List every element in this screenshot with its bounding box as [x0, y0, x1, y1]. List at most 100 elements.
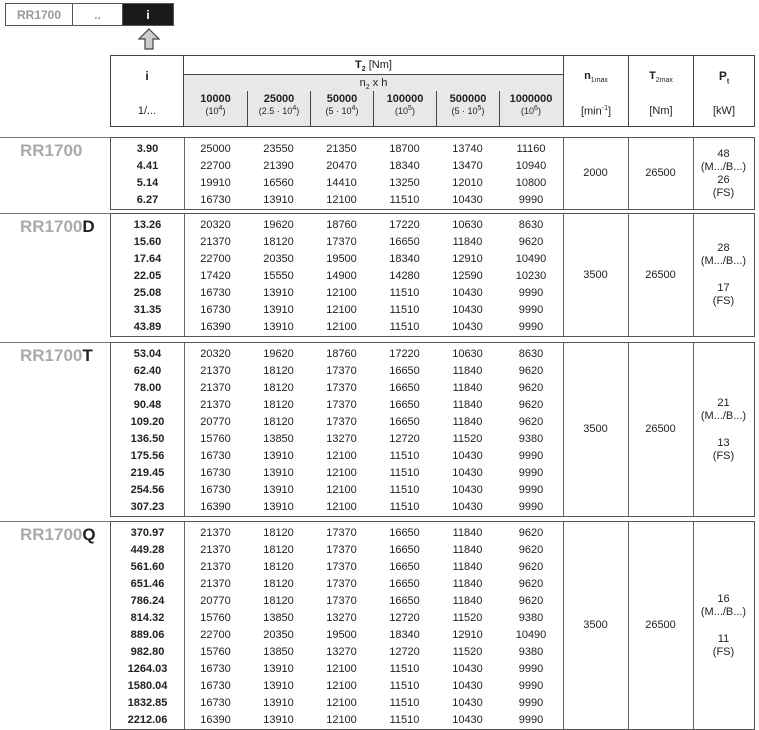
t2max-value: 26500	[645, 619, 676, 631]
torque-cell: 21370	[200, 577, 231, 590]
torque-cell: 17420	[200, 269, 231, 282]
torque-cell: 9990	[518, 500, 544, 513]
torque-cell: 21390	[263, 159, 294, 172]
t2max-value: 26500	[645, 423, 676, 435]
torque-cell: 9990	[518, 320, 544, 333]
section-label: RR1700T	[20, 346, 93, 365]
ratio-cell: 15.60	[133, 235, 162, 248]
column-divider	[184, 522, 185, 729]
torque-cell: 10430	[452, 662, 483, 675]
torque-cell: 11840	[452, 543, 483, 556]
torque-cell: 9990	[518, 286, 544, 299]
torque-cell: 13910	[263, 466, 294, 479]
table-row: 651.46 21370 18120 17370 16650 11840 9620	[111, 575, 563, 592]
pt-line: (FS)	[712, 645, 735, 658]
column-divider	[563, 138, 564, 209]
ratio-cell: 219.45	[130, 466, 165, 479]
torque-cell: 18120	[263, 381, 294, 394]
header-col-1000000: 1000000 (106)	[499, 91, 562, 127]
torque-cell: 9990	[518, 483, 544, 496]
ratio-cell: 31.35	[133, 303, 162, 316]
table-row: 2212.06 16390 13910 12100 11510 10430 9990	[111, 711, 563, 728]
column-divider	[628, 343, 629, 516]
ratio-cell: 17.64	[133, 252, 162, 265]
torque-cell: 12910	[452, 628, 483, 641]
pt-line: (M.../B...)	[700, 409, 747, 422]
column-divider	[184, 343, 185, 516]
torque-cell: 18700	[389, 142, 420, 155]
nav-item-ellipsis[interactable]: ..	[73, 4, 123, 25]
torque-cell: 14280	[389, 269, 420, 282]
torque-cell: 17220	[389, 218, 420, 231]
torque-cell: 13740	[452, 142, 483, 155]
table-row: 5.14 19910 16560 14410 13250 12010 10800	[111, 174, 563, 191]
table-row: 62.40 21370 18120 17370 16650 11840 9620	[111, 362, 563, 379]
torque-cell: 11510	[389, 713, 420, 726]
ratio-cell: 6.27	[136, 193, 159, 206]
header-col-500000: 500000 (5 · 105)	[436, 91, 499, 127]
torque-cell: 18760	[326, 347, 357, 360]
torque-cell: 18120	[263, 526, 294, 539]
torque-cell: 9990	[518, 713, 544, 726]
torque-cell: 12590	[452, 269, 483, 282]
torque-cell: 13850	[263, 432, 294, 445]
column-divider	[693, 214, 694, 336]
header-n1max: n1max [min-1]	[563, 56, 628, 126]
nav-item-rr1700[interactable]: RR1700	[6, 4, 73, 25]
table-row: 3.90 25000 23550 21350 18700 13740 11160	[111, 140, 563, 157]
ratio-cell: 53.04	[133, 347, 162, 360]
torque-cell: 20320	[200, 218, 231, 231]
torque-cell: 13910	[263, 483, 294, 496]
torque-cell: 16650	[389, 364, 420, 377]
table-row: 53.04 20320 19620 18760 17220 10630 8630	[111, 345, 563, 362]
torque-cell: 23550	[263, 142, 294, 155]
torque-cell: 10430	[452, 286, 483, 299]
torque-cell: 11520	[452, 611, 483, 624]
section-divider	[0, 342, 110, 343]
up-arrow-icon	[138, 28, 160, 50]
torque-cell: 10430	[452, 466, 483, 479]
header-col-value: 1000000	[509, 93, 553, 105]
torque-cell: 15550	[263, 269, 294, 282]
table-row: 982.80 15760 13850 13270 12720 11520 9380	[111, 643, 563, 660]
header-col-exp: (5 · 104)	[325, 105, 359, 116]
torque-cell: 10490	[515, 628, 547, 641]
table-row: 6.27 16730 13910 12100 11510 10430 9990	[111, 191, 563, 208]
torque-cell: 11510	[389, 483, 420, 496]
pt-value: 16 (M.../B...) 11 (FS)	[693, 522, 754, 729]
torque-cell: 17370	[326, 364, 357, 377]
torque-cell: 18120	[263, 235, 294, 248]
column-divider	[563, 343, 564, 516]
torque-cell: 11510	[389, 286, 420, 299]
torque-cell: 12100	[326, 500, 357, 513]
torque-cell: 12720	[389, 611, 420, 624]
torque-cell: 13270	[326, 432, 357, 445]
n1max-value: 3500	[583, 423, 608, 435]
torque-cell: 11510	[389, 696, 420, 709]
ratio-cell: 4.41	[136, 159, 159, 172]
table-row: 136.50 15760 13850 13270 12720 11520 9380	[111, 430, 563, 447]
ratio-cell: 1264.03	[127, 662, 168, 675]
header-pt: Pt [kW]	[693, 56, 754, 126]
nav-item-i-active[interactable]: i	[123, 4, 173, 25]
torque-cell: 16730	[200, 679, 231, 692]
torque-cell: 12100	[326, 662, 357, 675]
torque-cell: 18120	[263, 560, 294, 573]
torque-cell: 20350	[263, 252, 294, 265]
header-col-exp: (5 · 105)	[451, 105, 485, 116]
torque-cell: 12720	[389, 645, 420, 658]
table-header: i 1/... T2 [Nm] n2 x h 10000 (104) 25000 (2…	[110, 55, 755, 127]
torque-cell: 16730	[200, 303, 231, 316]
pt-line: 28	[717, 242, 730, 254]
ratio-cell: 982.80	[130, 645, 165, 658]
torque-cell: 12100	[326, 713, 357, 726]
table-row: 219.45 16730 13910 12100 11510 10430 9990	[111, 464, 563, 481]
torque-cell: 9620	[518, 543, 544, 556]
torque-cell: 9380	[518, 432, 544, 445]
torque-cell: 16390	[200, 320, 231, 333]
torque-cell: 10940	[515, 159, 547, 172]
table-row: 786.24 20770 18120 17370 16650 11840 9620	[111, 592, 563, 609]
torque-cell: 17370	[326, 381, 357, 394]
torque-cell: 12100	[326, 696, 357, 709]
torque-cell: 20320	[200, 347, 231, 360]
